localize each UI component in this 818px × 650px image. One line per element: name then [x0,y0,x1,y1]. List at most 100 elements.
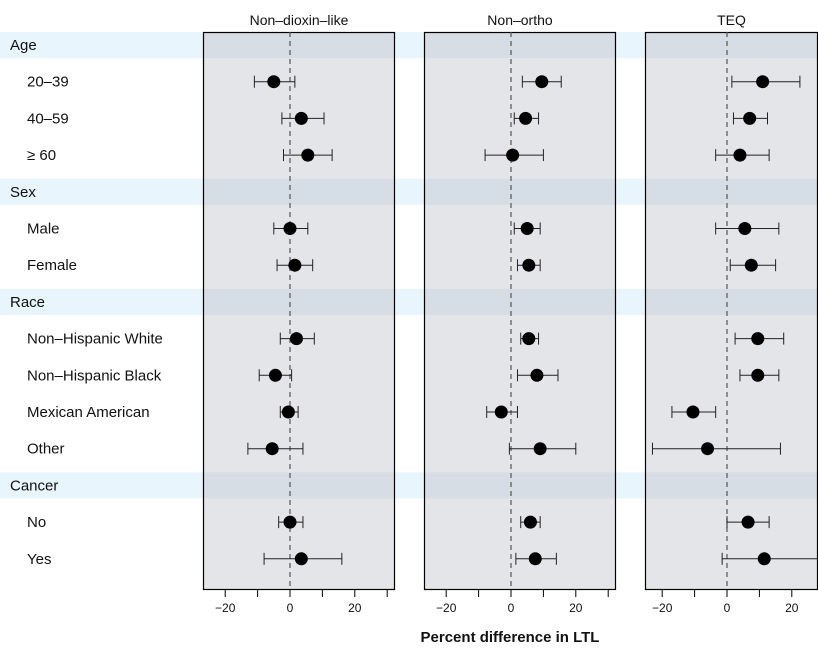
data-point [276,258,314,272]
point-estimate [701,442,715,456]
panel-header-band [203,178,395,205]
panel-1: Non–dioxin–like −20 0 20 [202,12,396,615]
panel-header-band [645,472,818,499]
data-point [278,515,304,529]
panel-header-band [645,178,818,205]
x-axis-title: Percent difference in LTL [421,629,600,646]
row-label: Non–Hispanic Black [27,367,162,384]
panel-title: TEQ [717,12,746,28]
point-estimate [283,515,297,529]
point-estimate [733,148,747,162]
data-point [721,552,818,566]
data-point [513,222,541,235]
x-tick-label: −20 [436,601,457,615]
point-estimate [530,368,544,382]
point-estimate [744,258,758,272]
data-point [516,258,541,272]
x-tick-label: 20 [569,601,583,615]
point-estimate [522,332,536,346]
data-point [715,148,770,162]
point-estimate [289,332,303,346]
group-label: Race [10,294,45,311]
point-estimate [757,552,771,566]
data-point [253,75,296,89]
row-label: No [27,514,46,531]
point-estimate [756,75,770,89]
x-axis: −20 0 20 [436,590,609,615]
data-point [486,405,518,419]
row-labels: Age 20–39 40–59 ≥ 60 Sex Male Female Race Non–Hi… [10,37,163,568]
data-point [731,75,801,89]
data-point [516,368,559,382]
data-point [247,442,304,456]
data-point [279,405,299,419]
point-estimate [281,405,295,419]
point-estimate [506,148,520,162]
point-estimate [523,515,537,529]
data-point [508,442,577,456]
data-point [520,515,541,529]
group-label: Sex [10,184,36,201]
data-point [729,258,777,272]
point-estimate [283,222,297,235]
x-tick-label: 0 [287,601,294,615]
data-point [671,405,717,419]
panel-header-band [203,472,395,499]
point-estimate [294,111,308,125]
data-point [734,332,785,346]
row-label: 20–39 [27,74,69,91]
x-tick-label: 0 [508,601,515,615]
data-point [258,368,293,382]
panel-title: Non–dioxin–like [250,12,349,28]
data-point [484,148,544,162]
point-estimate [268,368,282,382]
panel-header-band [424,288,616,315]
x-tick-label: −20 [215,601,236,615]
panels: Non–dioxin–like −20 0 20 Non–ortho −20 0 20 TEQ −… [202,12,818,615]
panel-border [202,31,396,591]
data-point [726,515,770,529]
x-tick-label: 20 [785,601,799,615]
point-estimate [519,111,533,125]
row-label: 40–59 [27,110,69,127]
point-estimate [267,75,281,89]
row-label: Female [27,257,77,274]
data-point [520,332,540,346]
data-point [515,552,557,566]
panel-header-band [424,178,616,205]
x-axis: −20 0 20 [215,590,388,615]
point-estimate [743,111,757,125]
point-estimate [301,148,315,162]
row-label: Mexican American [27,404,150,421]
x-tick-label: 20 [348,601,362,615]
point-estimate [265,442,279,456]
row-label: Other [27,441,65,458]
point-estimate [751,368,765,382]
panel-header-band [424,472,616,499]
point-estimate [751,332,765,346]
point-estimate [533,442,547,456]
data-point [732,111,768,125]
point-estimate [494,405,508,419]
point-estimate [535,75,549,89]
panel-header-band [645,288,818,315]
point-estimate [738,222,752,235]
point-estimate [522,258,536,272]
row-label: ≥ 60 [27,147,56,164]
x-tick-label: −20 [652,601,673,615]
group-label: Age [10,37,37,54]
x-axis: −20 0 20 [652,590,799,615]
point-estimate [741,515,755,529]
data-point [279,332,315,346]
data-point [521,75,562,89]
row-label: Male [27,221,60,238]
point-estimate [288,258,302,272]
data-point [513,111,540,125]
data-point [273,222,309,235]
panel-header-band [203,288,395,315]
data-point [651,442,781,456]
row-label: Non–Hispanic White [27,331,163,348]
panel-header-band [203,32,395,58]
point-estimate [528,552,542,566]
group-label: Cancer [10,477,58,494]
